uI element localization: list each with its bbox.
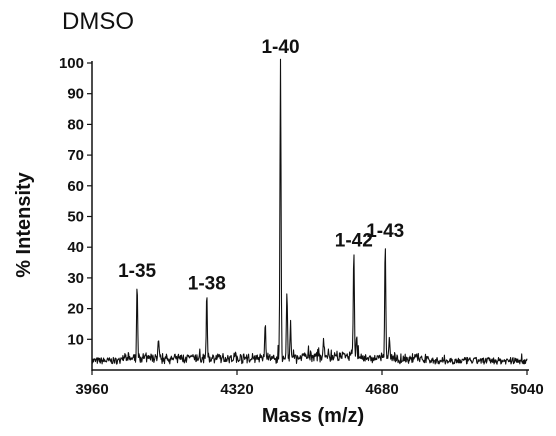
x-tick-label: 5040 — [510, 381, 543, 398]
spectrum-layer — [91, 58, 528, 365]
y-tick-label: 40 — [67, 239, 84, 256]
peak-labels-layer: 1-35 1-38 1-40 1-421-43 — [118, 37, 404, 294]
y-tick-label: 10 — [67, 331, 84, 348]
peak-label: 1-38 — [188, 273, 226, 294]
y-axis-label: % Intensity — [13, 171, 35, 277]
y-tick-label: 90 — [67, 86, 84, 103]
y-tick-label: 70 — [67, 147, 84, 164]
spectrum-trace — [91, 58, 528, 365]
y-tick-label: 60 — [67, 178, 84, 195]
chart-title: DMSO — [62, 8, 134, 35]
peak-label: 1-43 — [366, 221, 404, 242]
x-axis-label: Mass (m/z) — [262, 405, 364, 427]
y-tick-label: 80 — [67, 116, 84, 133]
peak-label: 1-40 — [261, 37, 299, 58]
y-tick-label: 30 — [67, 270, 84, 287]
x-tick-label: 4320 — [220, 381, 253, 398]
y-tick-label: 20 — [67, 301, 84, 318]
ticks-layer: 10 20 30 40 50 60 70 80 90 100 3960 4320 4680 5040 — [59, 55, 544, 398]
y-tick-label: 100 — [59, 55, 84, 72]
y-tick-label: 50 — [67, 209, 84, 226]
peak-label: 1-42 — [335, 230, 373, 251]
peak-label: 1-35 — [118, 261, 156, 282]
x-tick-label: 3960 — [75, 381, 108, 398]
axes-layer — [91, 61, 529, 371]
x-tick-label: 4680 — [365, 381, 398, 398]
